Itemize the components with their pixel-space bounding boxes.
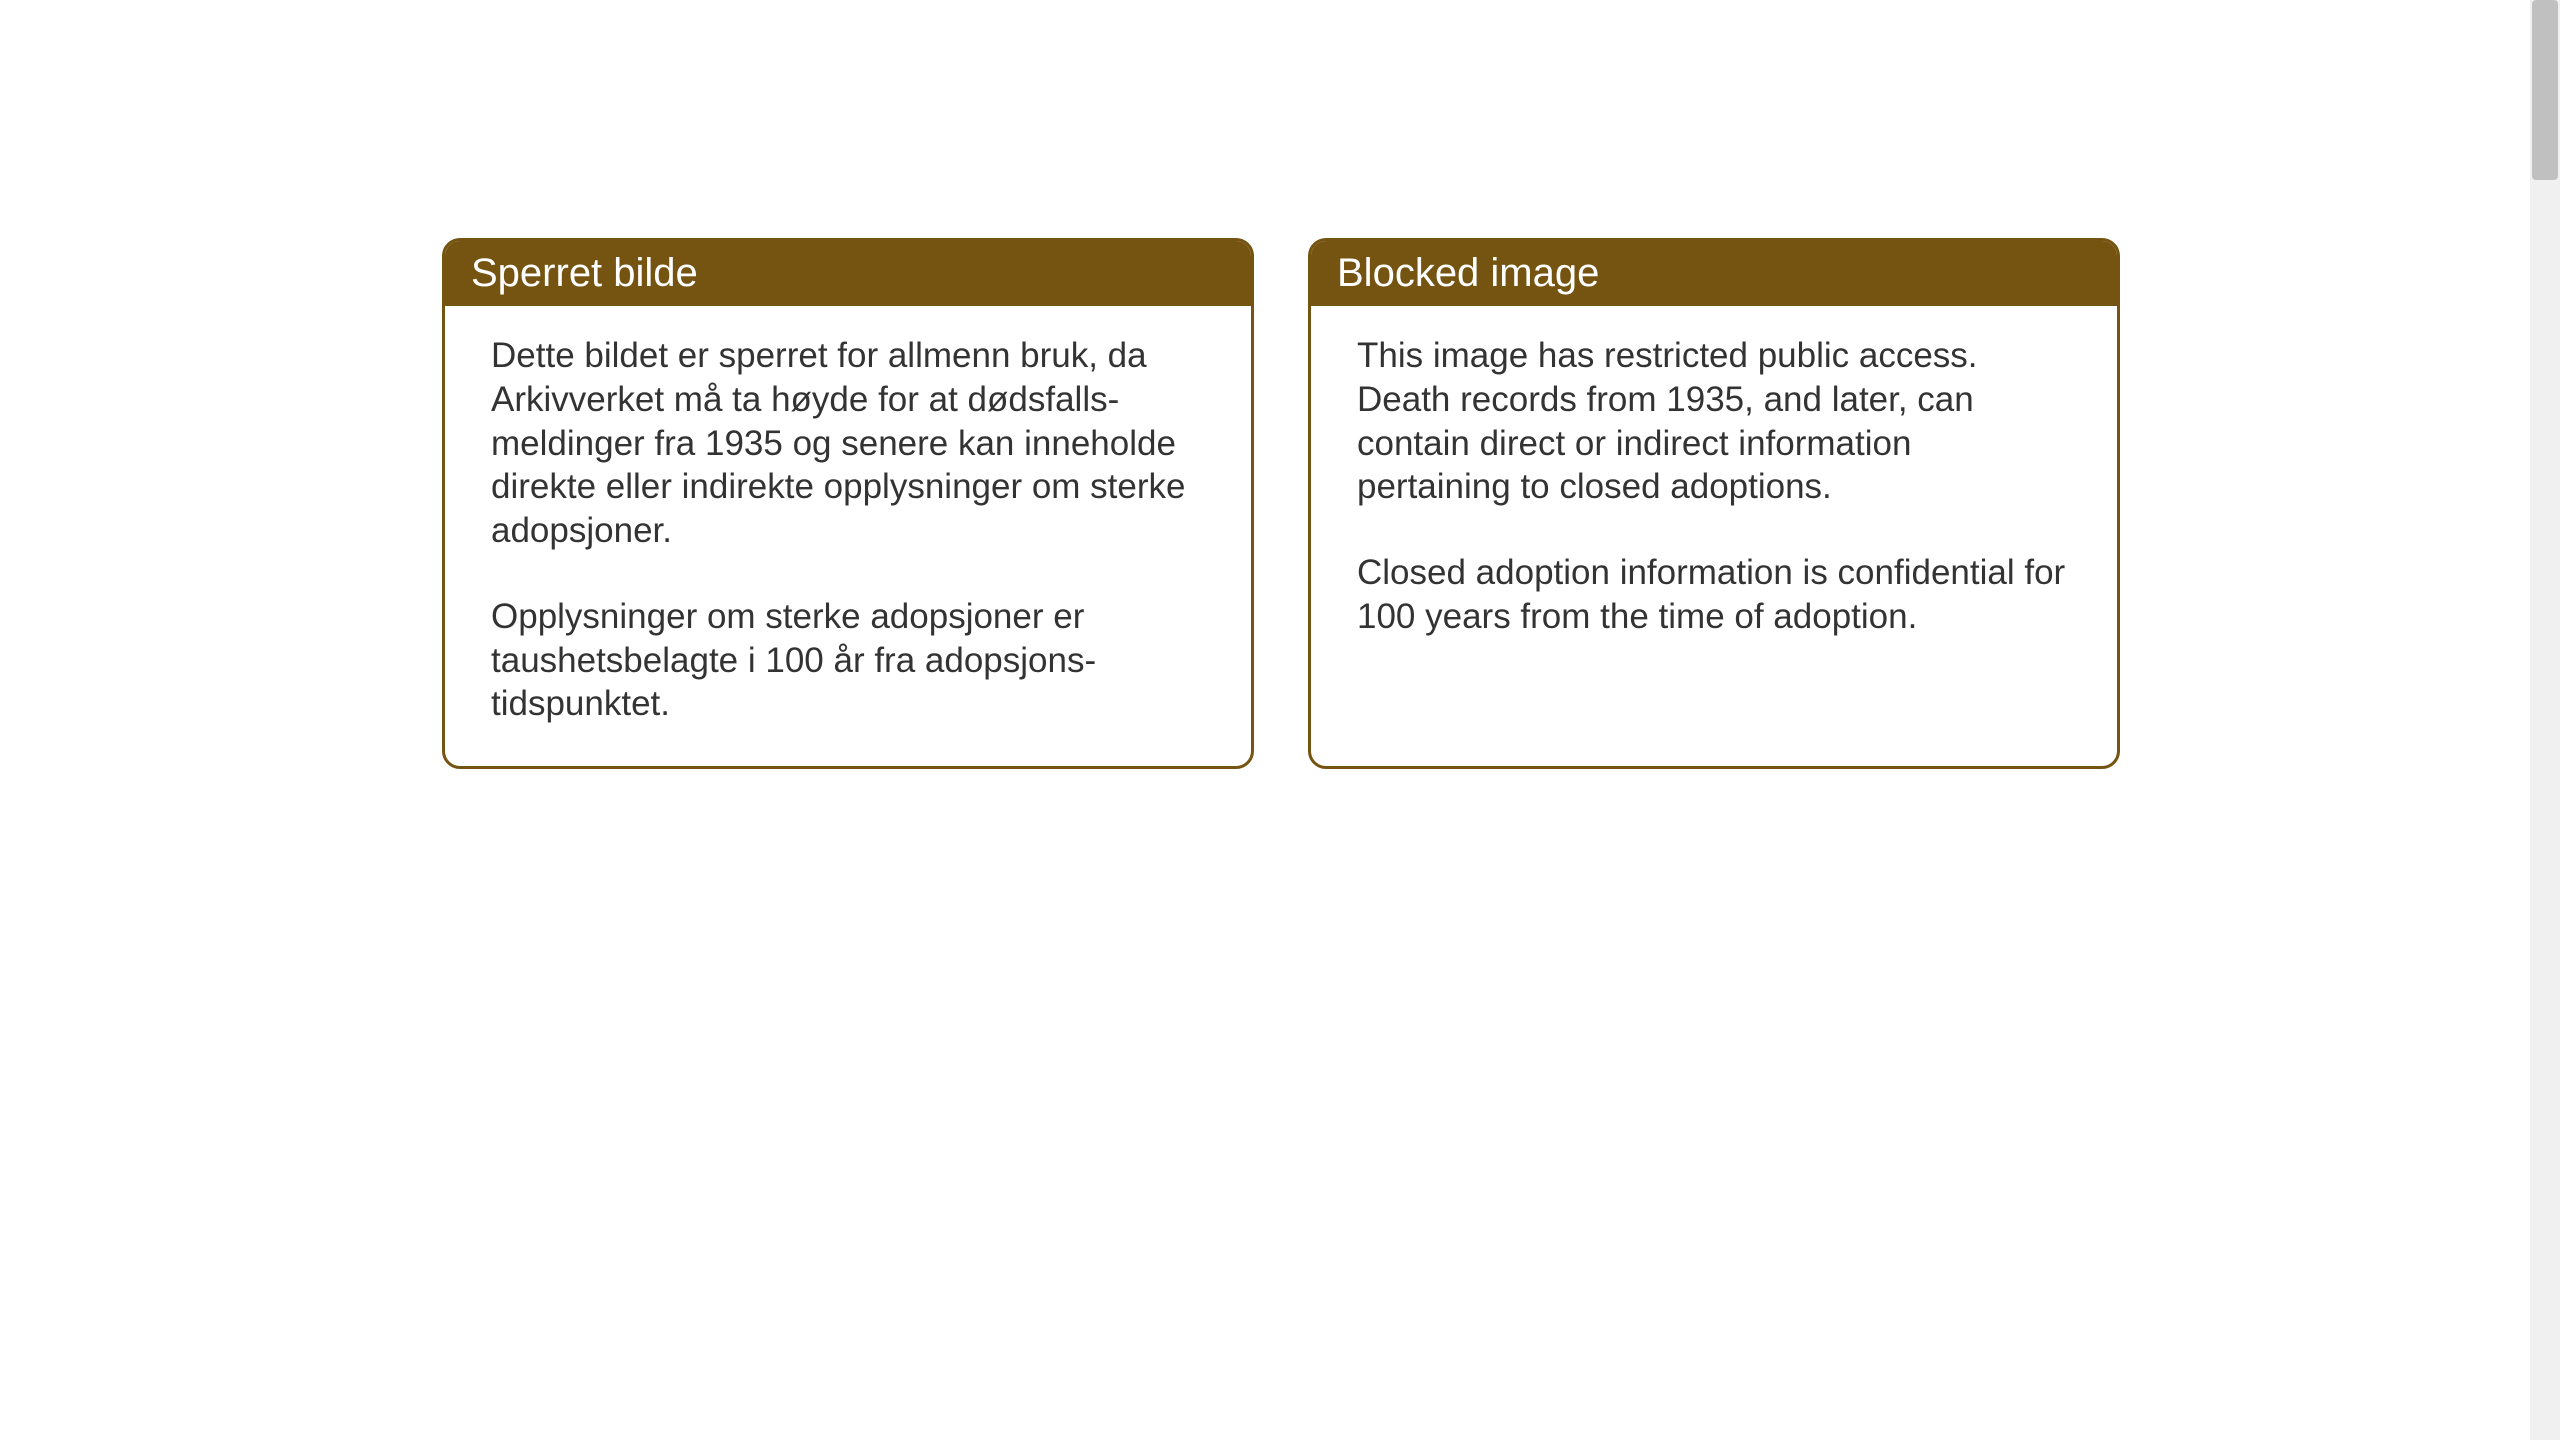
card-header-english: Blocked image [1311,241,2117,306]
card-title-norwegian: Sperret bilde [471,251,698,295]
card-english: Blocked image This image has restricted … [1308,238,2120,769]
card-norwegian: Sperret bilde Dette bildet er sperret fo… [442,238,1254,769]
scrollbar-thumb[interactable] [2532,0,2558,180]
card-header-norwegian: Sperret bilde [445,241,1251,306]
card-paragraph: This image has restricted public access.… [1357,334,2071,509]
card-paragraph: Dette bildet er sperret for allmenn bruk… [491,334,1205,553]
card-paragraph: Opplysninger om sterke adopsjoner er tau… [491,595,1205,726]
card-body-norwegian: Dette bildet er sperret for allmenn bruk… [445,306,1251,766]
vertical-scrollbar[interactable] [2530,0,2560,1440]
cards-container: Sperret bilde Dette bildet er sperret fo… [442,238,2120,769]
card-title-english: Blocked image [1337,251,1599,295]
card-body-english: This image has restricted public access.… [1311,306,2117,679]
card-paragraph: Closed adoption information is confident… [1357,551,2071,639]
